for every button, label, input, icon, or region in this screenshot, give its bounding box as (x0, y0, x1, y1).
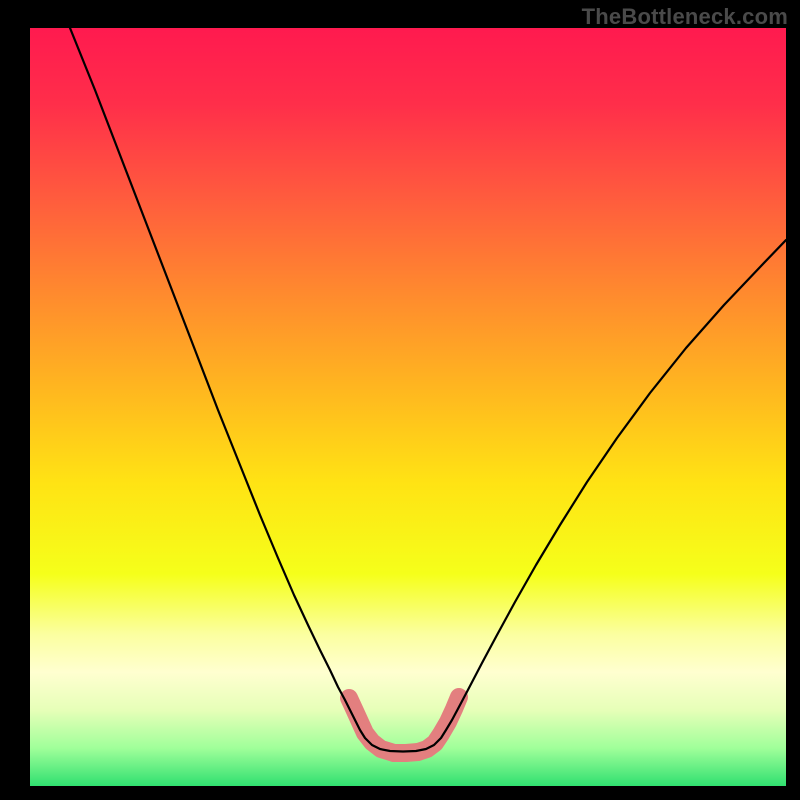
plot-area (30, 28, 786, 786)
watermark-text: TheBottleneck.com (582, 4, 788, 30)
bottleneck-curve (70, 28, 786, 752)
highlight-segment (418, 697, 459, 752)
curve-layer (30, 28, 786, 786)
valley-highlight (349, 697, 459, 753)
